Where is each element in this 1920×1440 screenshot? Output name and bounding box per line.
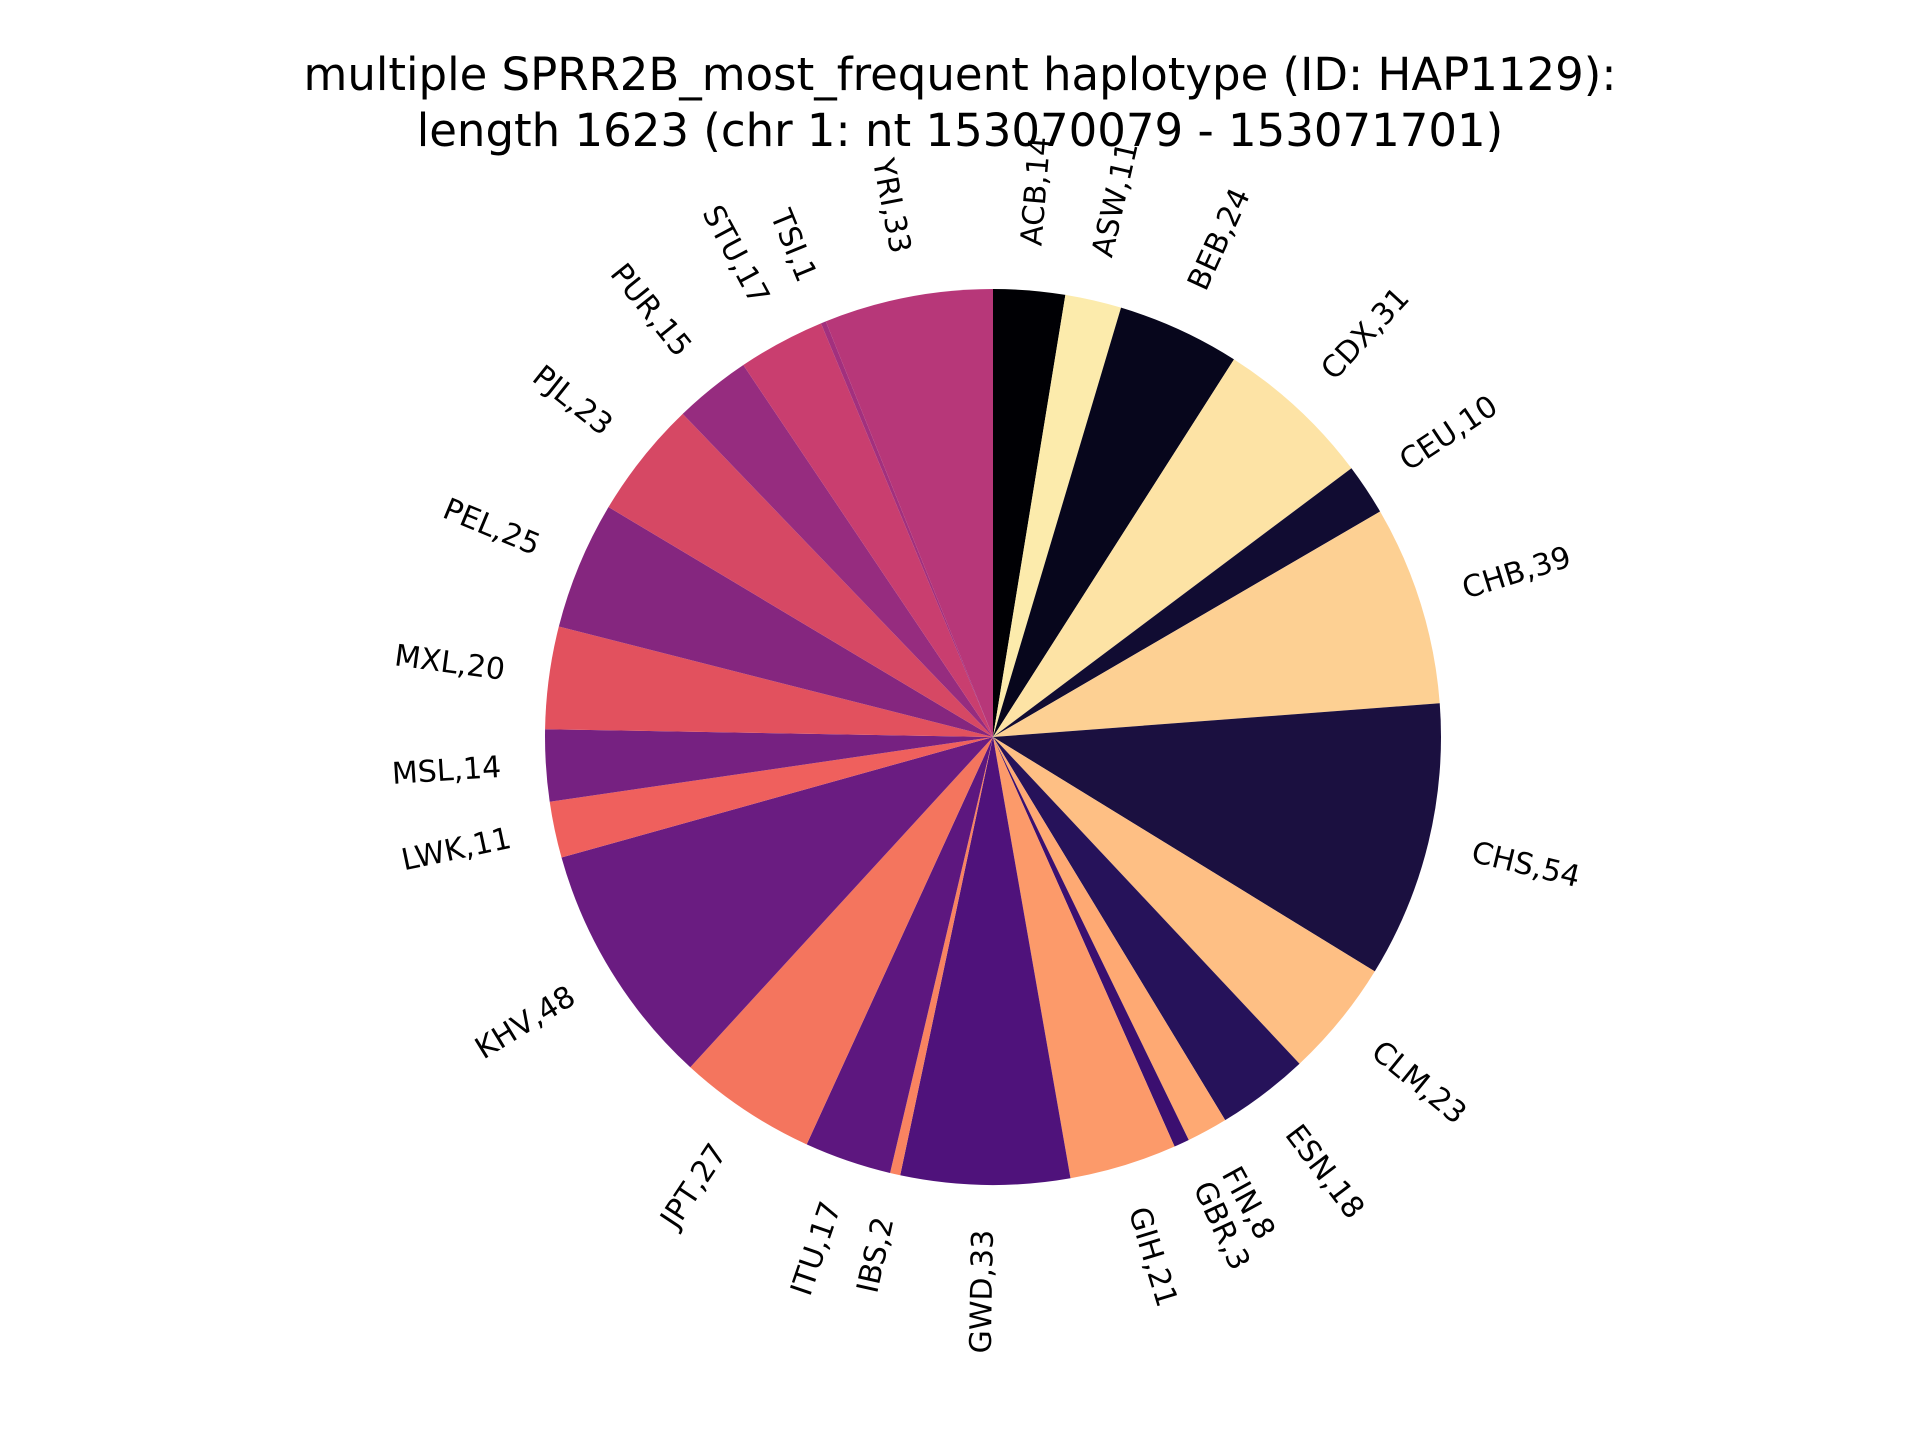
slice-label-khv: KHV,48 <box>469 979 581 1067</box>
slice-label-jpt: JPT,27 <box>653 1138 735 1237</box>
pie-slice-itu <box>806 737 993 1174</box>
slice-label-pel: PEL,25 <box>438 492 545 563</box>
pie-slice-gih <box>993 737 1175 1179</box>
pie-slice-beb <box>993 307 1235 737</box>
slice-label-acb: ACB,14 <box>1015 135 1059 247</box>
pie-slice-cdx <box>993 359 1352 737</box>
pie-slice-asw <box>993 294 1122 737</box>
slice-label-gwd: GWD,33 <box>964 1229 1001 1353</box>
pie-slice-pjl <box>608 413 993 737</box>
pie-slice-pel <box>558 507 993 737</box>
pie-slice-ibs <box>890 737 993 1176</box>
pie-slice-msl <box>545 729 993 802</box>
pie-slice-chs <box>993 703 1442 972</box>
pie-slice-acb <box>993 289 1066 737</box>
slice-label-itu: ITU,17 <box>784 1197 849 1300</box>
slice-label-pur: PUR,15 <box>603 257 698 364</box>
slice-label-tsi: TSI,1 <box>762 204 823 287</box>
pie-slice-gwd <box>900 737 1071 1185</box>
slice-label-clm: CLM,23 <box>1365 1034 1473 1131</box>
slice-label-msl: MSL,14 <box>391 750 502 792</box>
slice-label-ibs: IBS,2 <box>851 1214 902 1296</box>
pie-slice-stu <box>743 323 993 737</box>
slice-label-pjl: PJL,23 <box>526 359 619 443</box>
slice-label-asw: ASW,11 <box>1085 139 1145 261</box>
slice-label-esn: ESN,18 <box>1278 1118 1371 1225</box>
pie-slice-khv <box>561 737 993 1068</box>
chart-title-line-1: multiple SPRR2B_most_frequent haplotype … <box>303 48 1617 101</box>
pie-slice-jpt <box>690 737 993 1145</box>
slice-label-cdx: CDX,31 <box>1315 281 1417 387</box>
slice-label-gih: GIH,21 <box>1121 1203 1184 1311</box>
slice-label-yri: YRI,33 <box>865 155 918 257</box>
pie-slice-lwk <box>549 737 993 858</box>
slice-label-chb: CHB,39 <box>1458 540 1575 607</box>
pie-slice-gbr <box>993 737 1189 1147</box>
pie-slice-yri <box>825 288 993 737</box>
pie-slice-fin <box>993 737 1226 1140</box>
pie-slice-mxl <box>545 626 993 737</box>
slice-label-lwk: LWK,11 <box>398 821 514 878</box>
pie-slice-ceu <box>993 468 1381 737</box>
slice-label-chs: CHS,54 <box>1468 835 1583 895</box>
slice-label-mxl: MXL,20 <box>393 638 508 687</box>
pie-slice-esn <box>993 737 1300 1121</box>
pie-slice-pur <box>682 365 993 737</box>
pie-slice-clm <box>993 737 1375 1064</box>
pie-slice-tsi <box>820 321 993 737</box>
slice-label-ceu: CEU,10 <box>1394 389 1505 479</box>
pie-slice-chb <box>993 511 1440 737</box>
chart-title-line-2: length 1623 (chr 1: nt 153070079 - 15307… <box>416 104 1504 157</box>
pie-slices <box>545 288 1442 1185</box>
slice-label-beb: BEB,24 <box>1181 183 1258 296</box>
